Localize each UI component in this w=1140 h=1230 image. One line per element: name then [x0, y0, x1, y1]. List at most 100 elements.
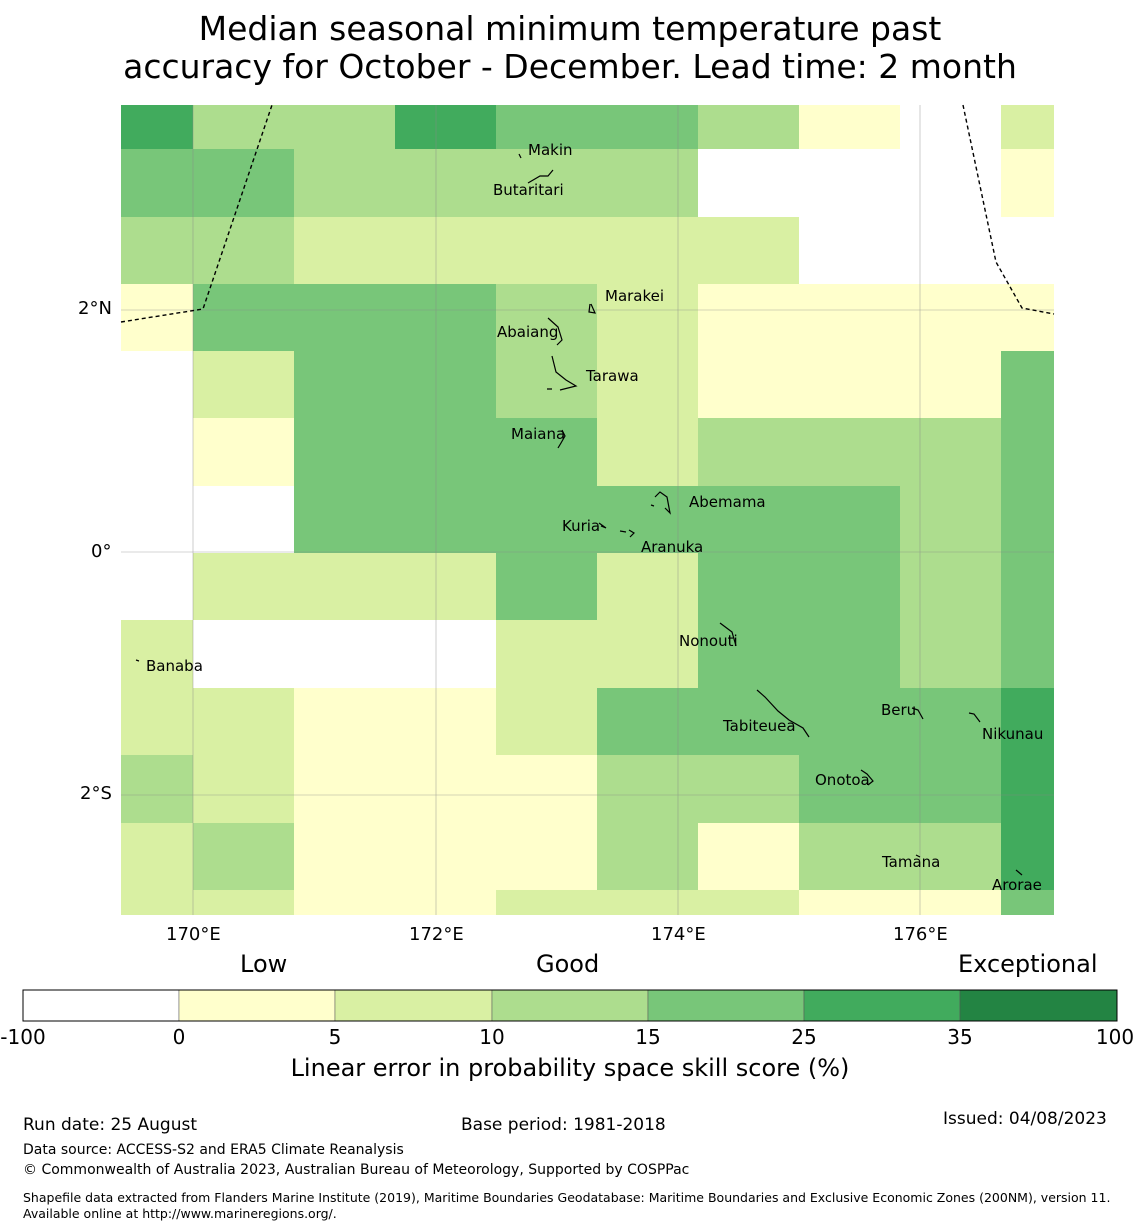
grid-cell	[698, 105, 799, 149]
title-line-2: accuracy for October - December. Lead ti…	[123, 47, 1017, 86]
grid-cell	[597, 553, 698, 620]
grid-cell	[395, 890, 496, 915]
colorbar-segments	[22, 989, 1118, 1022]
grid-cell	[121, 823, 193, 890]
colorbar-outline	[22, 989, 1118, 1022]
grid-cell	[395, 284, 496, 351]
grid-cell	[698, 149, 799, 217]
label-abaiang: Abaiang	[497, 323, 558, 341]
grid-cell	[698, 553, 799, 620]
arorae-outline	[1015, 869, 1023, 876]
label-beru: Beru	[881, 701, 916, 719]
grid-cell	[496, 823, 597, 890]
colorbar-segment	[334, 989, 493, 1022]
grid-cell	[597, 418, 698, 486]
grid-cell	[900, 217, 1001, 284]
title-line-1: Median seasonal minimum temperature past	[198, 9, 942, 48]
colorbar-header-exceptional: Exceptional	[958, 950, 1098, 978]
island-outlines	[135, 153, 1023, 876]
colorbar-tick-7: 100	[1095, 1025, 1135, 1049]
grid-cell	[900, 351, 1001, 418]
grid-cell	[698, 351, 799, 418]
copyright: © Commonwealth of Australia 2023, Austra…	[23, 1162, 690, 1178]
grid-cell	[193, 823, 294, 890]
grid-cell	[1001, 688, 1054, 755]
label-makin: Makin	[528, 141, 573, 159]
grid-cell	[121, 284, 193, 351]
grid-cell	[698, 620, 799, 688]
grid-cell	[698, 890, 799, 915]
colorbar-tick-2: 5	[328, 1025, 342, 1049]
grid-cell	[900, 620, 1001, 688]
grid-cell	[496, 688, 597, 755]
lat-label-2n: 2°N	[78, 298, 112, 319]
grid-cell	[900, 284, 1001, 351]
grid-cell	[1001, 418, 1054, 486]
grid-cell	[294, 217, 395, 284]
label-nikunau: Nikunau	[982, 725, 1043, 743]
colorbar-tick-0: -100	[0, 1025, 46, 1049]
eez-boundary-west	[120, 104, 273, 323]
grid-cell	[294, 486, 395, 553]
grid-cell	[900, 890, 1001, 915]
grid-cell	[193, 486, 294, 553]
grid-cell	[597, 284, 698, 351]
colorbar-segment	[22, 989, 180, 1022]
grid-cell	[294, 418, 395, 486]
grid-cell	[597, 217, 698, 284]
run-date: Run date: 25 August	[23, 1115, 197, 1135]
grid-cell	[1001, 823, 1054, 890]
colorbar-tick-5: 25	[791, 1025, 817, 1049]
grid-cell	[698, 486, 799, 553]
data-source: Data source: ACCESS-S2 and ERA5 Climate …	[23, 1142, 404, 1158]
grid-cell	[799, 823, 900, 890]
grid-cell	[799, 351, 900, 418]
grid-cell	[1001, 149, 1054, 217]
grid-cell	[698, 755, 799, 823]
grid-cell	[496, 890, 597, 915]
grid-cell	[294, 688, 395, 755]
grid-cell	[395, 351, 496, 418]
grid-cell	[193, 217, 294, 284]
grid-cell	[496, 486, 597, 553]
grid-cell	[900, 755, 1001, 823]
grid-cell	[121, 890, 193, 915]
abemama-outline	[650, 491, 671, 515]
grid-cell	[900, 486, 1001, 553]
lon-label-172e: 172°E	[409, 924, 464, 945]
grid-cell	[395, 755, 496, 823]
grid-cell	[799, 890, 900, 915]
label-tabiteuea: Tabiteuea	[722, 717, 796, 735]
label-maiana: Maiana	[511, 425, 565, 443]
colorbar-segment	[959, 989, 1118, 1022]
base-period: Base period: 1981-2018	[461, 1115, 666, 1135]
grid-cell	[597, 149, 698, 217]
grid-cell	[193, 553, 294, 620]
grid-cell	[496, 149, 597, 217]
grid-cell	[900, 418, 1001, 486]
colorbar-title: Linear error in probability space skill …	[290, 1054, 850, 1082]
grid-cell	[496, 351, 597, 418]
grid-cell	[799, 486, 900, 553]
grid-cell	[900, 149, 1001, 217]
grid-cell	[1001, 284, 1054, 351]
grid-cell	[121, 351, 193, 418]
grid-cell	[121, 553, 193, 620]
label-kuria: Kuria	[562, 517, 600, 535]
colorbar-segment	[491, 989, 649, 1022]
grid-cell	[1001, 486, 1054, 553]
onotoa-outline	[860, 769, 874, 786]
grid-cell	[121, 688, 193, 755]
grid-cell	[294, 351, 395, 418]
colorbar-segment	[647, 989, 805, 1022]
grid-cell	[121, 149, 193, 217]
grid-cell	[597, 486, 698, 553]
grid-cell	[597, 688, 698, 755]
grid-cell	[193, 284, 294, 351]
grid-cell	[121, 105, 193, 149]
grid-cell	[193, 351, 294, 418]
grid-cell	[799, 149, 900, 217]
grid-cell	[193, 755, 294, 823]
colorbar-tick-4: 15	[635, 1025, 661, 1049]
grid-cell	[121, 217, 193, 284]
